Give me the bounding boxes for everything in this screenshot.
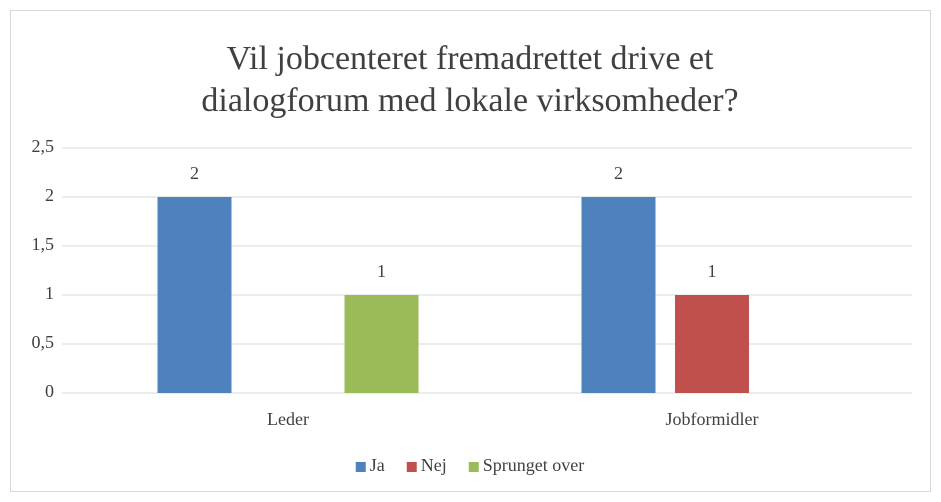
data-label: 2: [190, 163, 199, 183]
legend-swatch: [355, 462, 366, 472]
bar: [344, 295, 419, 393]
y-tick-label: 1,5: [32, 234, 55, 254]
bar: [675, 295, 749, 393]
y-tick-label: 0,5: [32, 332, 55, 352]
bar: [581, 197, 656, 393]
data-label: 1: [377, 261, 386, 281]
y-tick-label: 2,5: [32, 136, 55, 156]
y-tick-label: 2: [45, 185, 54, 205]
x-tick-label: Leder: [267, 409, 309, 429]
legend-label: Ja: [370, 455, 385, 475]
data-label: 2: [614, 163, 623, 183]
y-tick-label: 0: [45, 381, 54, 401]
legend-label: Sprunget over: [483, 455, 584, 475]
chart-title: Vil jobcenteret fremadrettet drive et di…: [201, 40, 739, 119]
x-tick-label: Jobformidler: [666, 409, 759, 429]
legend-swatch: [406, 462, 417, 472]
y-tick-label: 1: [45, 283, 54, 303]
legend-swatch: [468, 462, 479, 472]
data-label: 1: [708, 261, 717, 281]
legend-label: Nej: [421, 455, 447, 475]
bar: [157, 197, 232, 393]
